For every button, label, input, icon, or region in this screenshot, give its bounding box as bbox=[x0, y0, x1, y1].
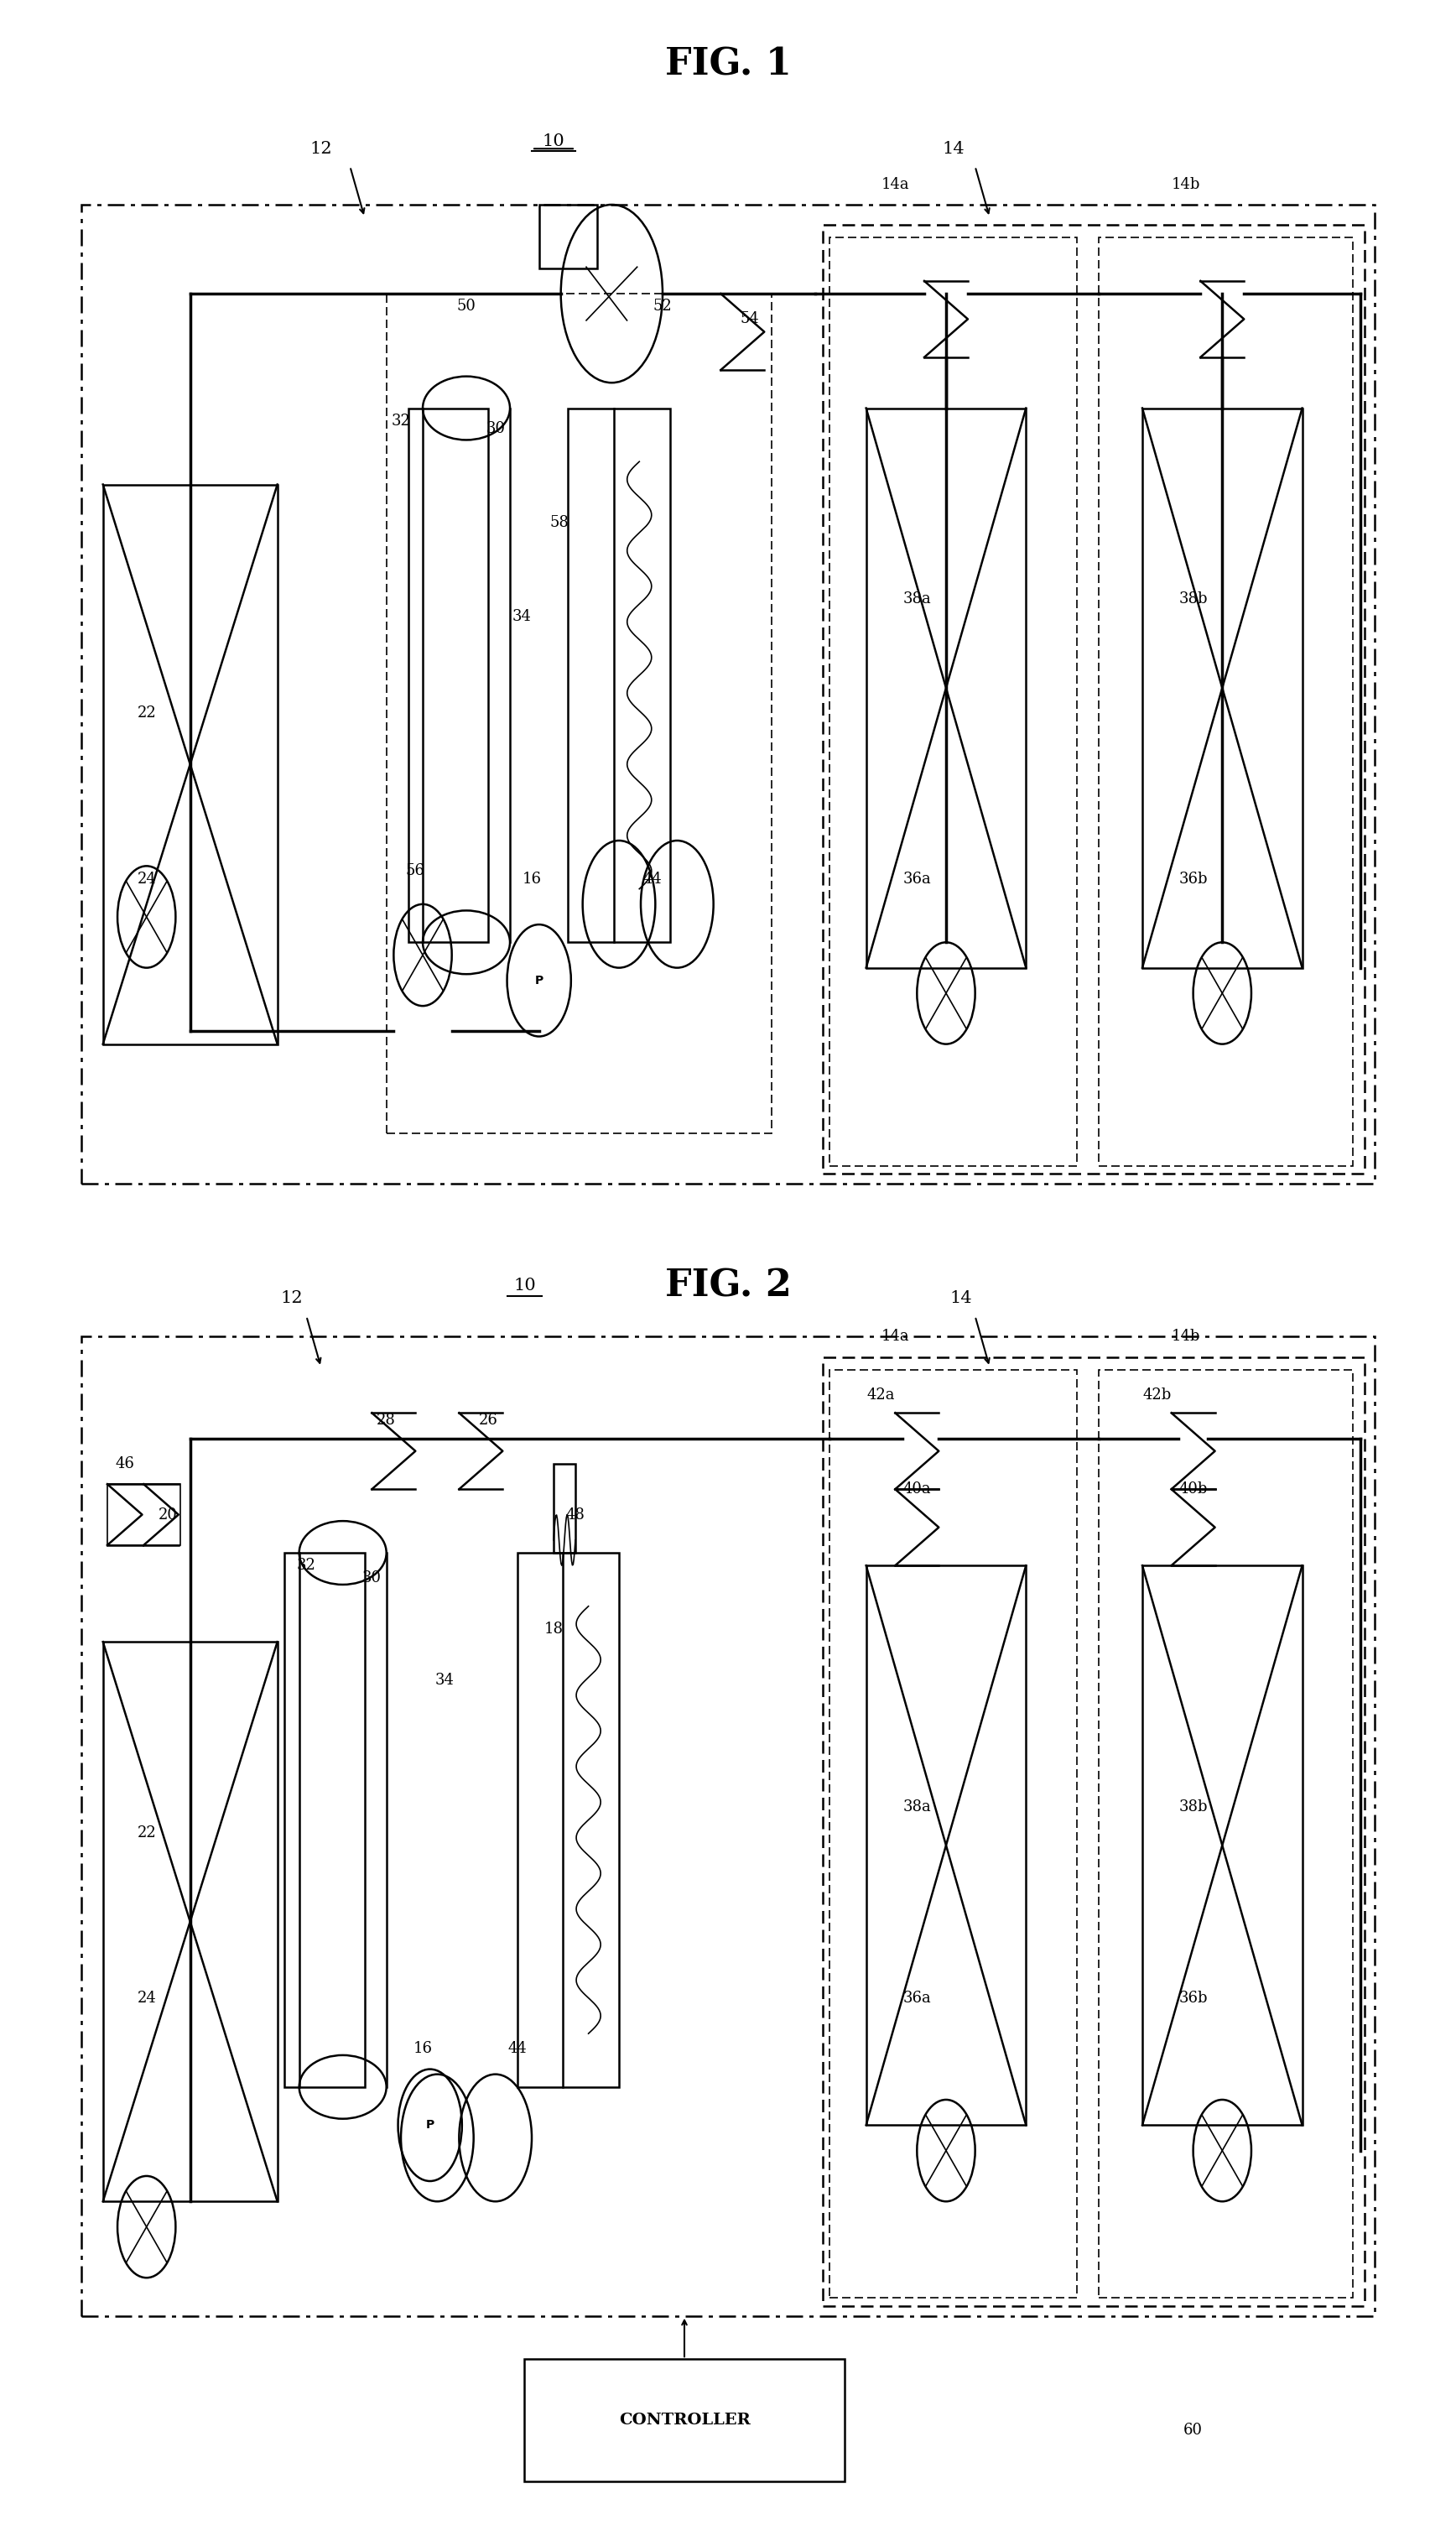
Text: 16: 16 bbox=[414, 2042, 432, 2057]
Bar bbox=[539, 204, 597, 267]
Text: 34: 34 bbox=[513, 608, 531, 624]
Text: 38b: 38b bbox=[1179, 1800, 1207, 1815]
Text: 24: 24 bbox=[137, 1991, 156, 2006]
Text: 10: 10 bbox=[542, 132, 565, 150]
Text: 14: 14 bbox=[949, 1291, 971, 1306]
Text: 28: 28 bbox=[377, 1413, 396, 1428]
Text: 40a: 40a bbox=[903, 1482, 930, 1497]
Text: 16: 16 bbox=[523, 871, 542, 886]
Text: P: P bbox=[425, 2118, 434, 2131]
Text: 30: 30 bbox=[363, 1571, 381, 1586]
Bar bbox=[408, 407, 488, 942]
Text: 14a: 14a bbox=[881, 1329, 910, 1344]
Text: P: P bbox=[534, 975, 543, 985]
Text: 14: 14 bbox=[942, 140, 964, 158]
Text: 32: 32 bbox=[297, 1558, 316, 1573]
Text: 14b: 14b bbox=[1172, 1329, 1200, 1344]
Bar bbox=[524, 2360, 844, 2482]
Text: 12: 12 bbox=[310, 140, 332, 158]
Text: 30: 30 bbox=[486, 420, 505, 435]
Text: 56: 56 bbox=[406, 863, 425, 878]
Text: 32: 32 bbox=[392, 412, 411, 428]
Text: 10: 10 bbox=[514, 1278, 536, 1293]
Text: 44: 44 bbox=[508, 2042, 527, 2057]
Text: 40b: 40b bbox=[1179, 1482, 1207, 1497]
Text: 42a: 42a bbox=[866, 1388, 894, 1403]
Bar bbox=[108, 1484, 181, 1545]
Text: 22: 22 bbox=[137, 705, 156, 721]
Text: 60: 60 bbox=[1184, 2424, 1203, 2439]
Bar bbox=[553, 1464, 575, 1553]
Text: 20: 20 bbox=[159, 1507, 178, 1523]
Text: CONTROLLER: CONTROLLER bbox=[619, 2414, 750, 2429]
Text: 14b: 14b bbox=[1172, 176, 1200, 191]
Text: FIG. 1: FIG. 1 bbox=[665, 46, 791, 84]
Text: 50: 50 bbox=[457, 298, 476, 313]
Text: 36b: 36b bbox=[1179, 1991, 1207, 2006]
Text: 48: 48 bbox=[566, 1507, 585, 1523]
Text: 34: 34 bbox=[435, 1673, 454, 1688]
Text: 54: 54 bbox=[740, 311, 760, 326]
Text: 12: 12 bbox=[281, 1291, 303, 1306]
Text: 38a: 38a bbox=[903, 1800, 932, 1815]
Bar bbox=[284, 1553, 364, 2088]
Text: 24: 24 bbox=[137, 871, 156, 886]
Text: 36a: 36a bbox=[903, 1991, 932, 2006]
Text: 38a: 38a bbox=[903, 591, 932, 606]
Text: 22: 22 bbox=[137, 1825, 156, 1841]
Text: 38b: 38b bbox=[1179, 591, 1207, 606]
Text: FIG. 2: FIG. 2 bbox=[665, 1268, 791, 1304]
Text: 42b: 42b bbox=[1143, 1388, 1171, 1403]
Text: 58: 58 bbox=[550, 514, 569, 530]
Text: 44: 44 bbox=[644, 871, 662, 886]
Text: 26: 26 bbox=[479, 1413, 498, 1428]
Text: 52: 52 bbox=[654, 298, 673, 313]
Text: 36b: 36b bbox=[1179, 871, 1207, 886]
Text: 36a: 36a bbox=[903, 871, 932, 886]
Text: 14a: 14a bbox=[881, 176, 910, 191]
Text: 18: 18 bbox=[545, 1622, 563, 1637]
Text: 46: 46 bbox=[115, 1456, 134, 1472]
